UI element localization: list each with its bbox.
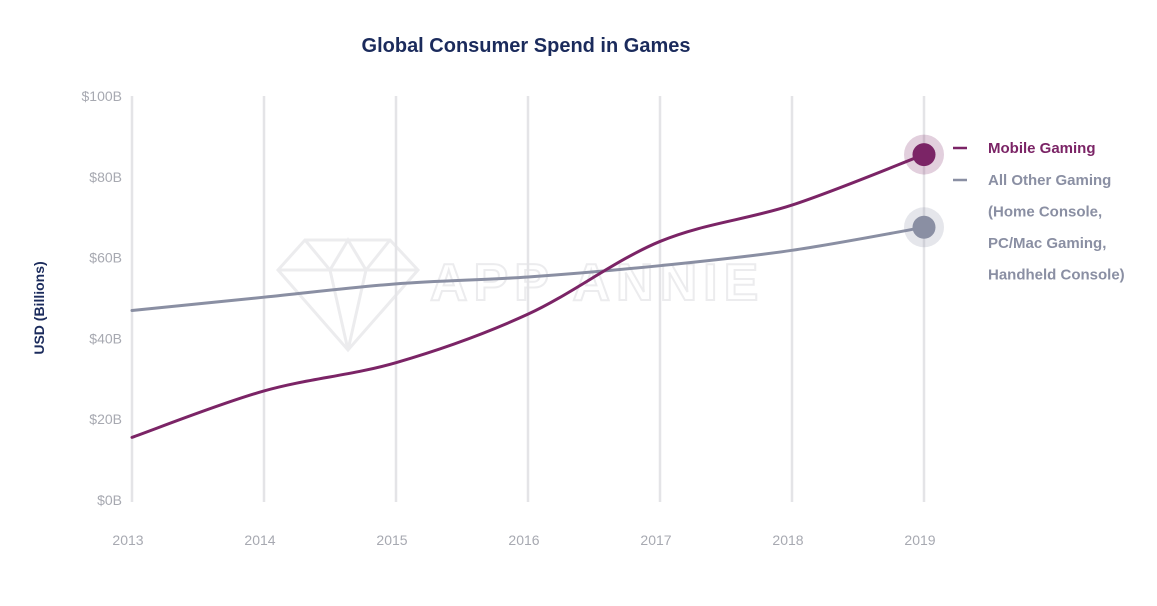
series-line-all-other-gaming [130, 225, 926, 313]
x-tick-label: 2019 [904, 532, 935, 548]
legend-label: Handheld Console) [988, 267, 1125, 284]
y-tick-label: $20B [89, 411, 122, 427]
legend-label: Mobile Gaming [988, 140, 1096, 157]
end-markers [904, 134, 944, 248]
x-tick-label: 2013 [112, 532, 143, 548]
y-axis-ticks: $0B $20B $40B $60B $80B $100B [82, 88, 122, 508]
watermark-text: APP ANNIE [430, 254, 764, 312]
watermark-gem-icon [275, 237, 421, 353]
watermark: APP ANNIE [275, 237, 764, 353]
legend-label: PC/Mac Gaming, [988, 235, 1106, 252]
legend-label: All Other Gaming [988, 172, 1111, 189]
y-tick-label: $0B [97, 492, 122, 508]
legend: Mobile Gaming All Other Gaming (Home Conso… [953, 140, 1125, 284]
y-axis-label: USD (Billions) [31, 261, 47, 354]
y-tick-label: $60B [89, 250, 122, 266]
x-tick-label: 2017 [640, 532, 671, 548]
x-tick-label: 2018 [772, 532, 803, 548]
series-lines [130, 153, 926, 439]
x-axis-ticks: 2013 2014 2015 2016 2017 2018 2019 [112, 532, 935, 548]
end-marker [912, 143, 936, 167]
series-line-mobile-gaming [130, 153, 926, 439]
x-tick-label: 2016 [508, 532, 539, 548]
y-tick-label: $40B [89, 330, 122, 346]
x-tick-label: 2014 [244, 532, 275, 548]
y-tick-label: $100B [82, 88, 122, 104]
end-marker [912, 215, 936, 239]
chart-title: Global Consumer Spend in Games [362, 35, 691, 57]
x-tick-label: 2015 [376, 532, 407, 548]
legend-label: (Home Console, [988, 204, 1102, 221]
y-tick-label: $80B [89, 169, 122, 185]
